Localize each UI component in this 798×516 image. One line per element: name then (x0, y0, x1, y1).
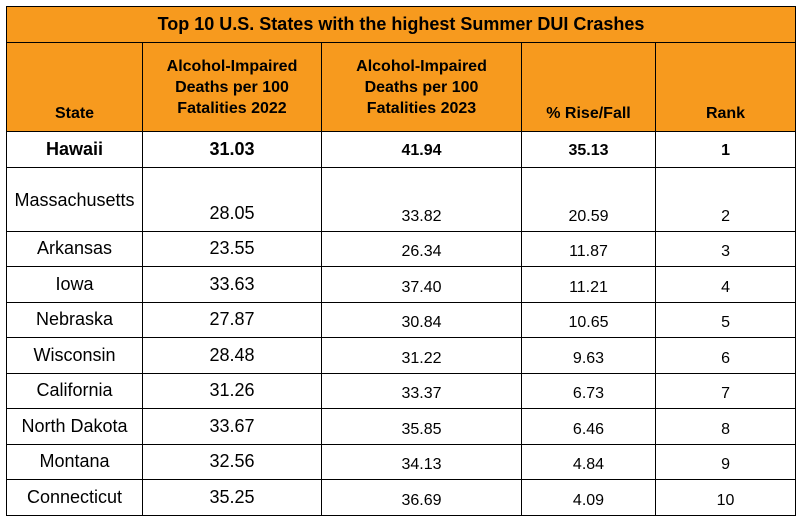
change-cell: 10.65 (521, 301, 656, 338)
state-cell: Montana (6, 443, 143, 480)
value-2022-cell: 28.05 (142, 166, 322, 232)
state-cell: Wisconsin (6, 337, 143, 374)
state-cell: North Dakota (6, 408, 143, 445)
value-2022-cell: 31.03 (142, 131, 322, 168)
rank-cell: 10 (654, 479, 797, 516)
state-cell: Arkansas (6, 230, 143, 267)
rank-cell: 3 (654, 230, 797, 267)
table-row: California 31.26 33.37 6.73 7 (6, 372, 797, 409)
dui-crash-table: Top 10 U.S. States with the highest Summ… (5, 6, 797, 516)
column-header-state: State (6, 42, 143, 132)
value-2022-cell: 27.87 (142, 301, 322, 338)
value-2023-cell: 31.22 (321, 337, 522, 374)
rank-cell: 7 (654, 372, 797, 409)
change-cell: 4.09 (521, 479, 656, 516)
rank-cell: 4 (654, 266, 797, 303)
change-cell: 11.87 (521, 230, 656, 267)
value-2022-cell: 31.26 (142, 372, 322, 409)
table-row: Montana 32.56 34.13 4.84 9 (6, 443, 797, 480)
table-row: Nebraska 27.87 30.84 10.65 5 (6, 301, 797, 338)
rank-cell: 2 (654, 166, 797, 232)
value-2022-cell: 33.67 (142, 408, 322, 445)
rank-cell: 6 (654, 337, 797, 374)
change-cell: 20.59 (521, 166, 656, 232)
value-2022-cell: 33.63 (142, 266, 322, 303)
value-2022-cell: 35.25 (142, 479, 322, 516)
table-row: Massachusetts 28.05 33.82 20.59 2 (6, 166, 797, 232)
rank-cell: 8 (654, 408, 797, 445)
state-cell: Hawaii (6, 131, 143, 168)
change-cell: 4.84 (521, 443, 656, 480)
column-header-2023: Alcohol-Impaired Deaths per 100 Fataliti… (321, 42, 522, 132)
state-cell: Connecticut (6, 479, 143, 516)
state-cell: Massachusetts (6, 166, 143, 232)
value-2022-cell: 28.48 (142, 337, 322, 374)
column-header-change: % Rise/Fall (521, 42, 656, 132)
value-2023-cell: 36.69 (321, 479, 522, 516)
column-header-2023-text: Alcohol-Impaired Deaths per 100 Fataliti… (356, 57, 487, 117)
value-2023-cell: 33.82 (321, 166, 522, 232)
column-header-rank: Rank (654, 42, 797, 132)
table-row: Connecticut 35.25 36.69 4.09 10 (6, 479, 797, 516)
state-cell: California (6, 372, 143, 409)
column-header-2022-text: Alcohol-Impaired Deaths per 100 Fataliti… (166, 57, 298, 117)
value-2023-cell: 35.85 (321, 408, 522, 445)
value-2023-cell: 33.37 (321, 372, 522, 409)
change-cell: 6.46 (521, 408, 656, 445)
column-header-2022: Alcohol-Impaired Deaths per 100 Fataliti… (142, 42, 322, 132)
value-2023-cell: 30.84 (321, 301, 522, 338)
value-2023-cell: 34.13 (321, 443, 522, 480)
state-cell: Nebraska (6, 301, 143, 338)
value-2023-cell: 41.94 (321, 131, 522, 168)
table-container: Top 10 U.S. States with the highest Summ… (5, 6, 797, 516)
change-cell: 35.13 (521, 131, 656, 168)
table-row: Hawaii 31.03 41.94 35.13 1 (6, 131, 797, 168)
value-2022-cell: 32.56 (142, 443, 322, 480)
value-2023-cell: 37.40 (321, 266, 522, 303)
table-row: Arkansas 23.55 26.34 11.87 3 (6, 230, 797, 267)
change-cell: 6.73 (521, 372, 656, 409)
table-row: Iowa 33.63 37.40 11.21 4 (6, 266, 797, 303)
change-cell: 9.63 (521, 337, 656, 374)
table-body: Hawaii 31.03 41.94 35.13 1 Massachusetts 28.05… (6, 131, 797, 516)
table-title: Top 10 U.S. States with the highest Summ… (5, 6, 797, 43)
value-2023-cell: 26.34 (321, 230, 522, 267)
rank-cell: 1 (654, 131, 797, 168)
rank-cell: 5 (654, 301, 797, 338)
value-2022-cell: 23.55 (142, 230, 322, 267)
rank-cell: 9 (654, 443, 797, 480)
table-row: North Dakota 33.67 35.85 6.46 8 (6, 408, 797, 445)
state-cell: Iowa (6, 266, 143, 303)
change-cell: 11.21 (521, 266, 656, 303)
table-row: Wisconsin 28.48 31.22 9.63 6 (6, 337, 797, 374)
